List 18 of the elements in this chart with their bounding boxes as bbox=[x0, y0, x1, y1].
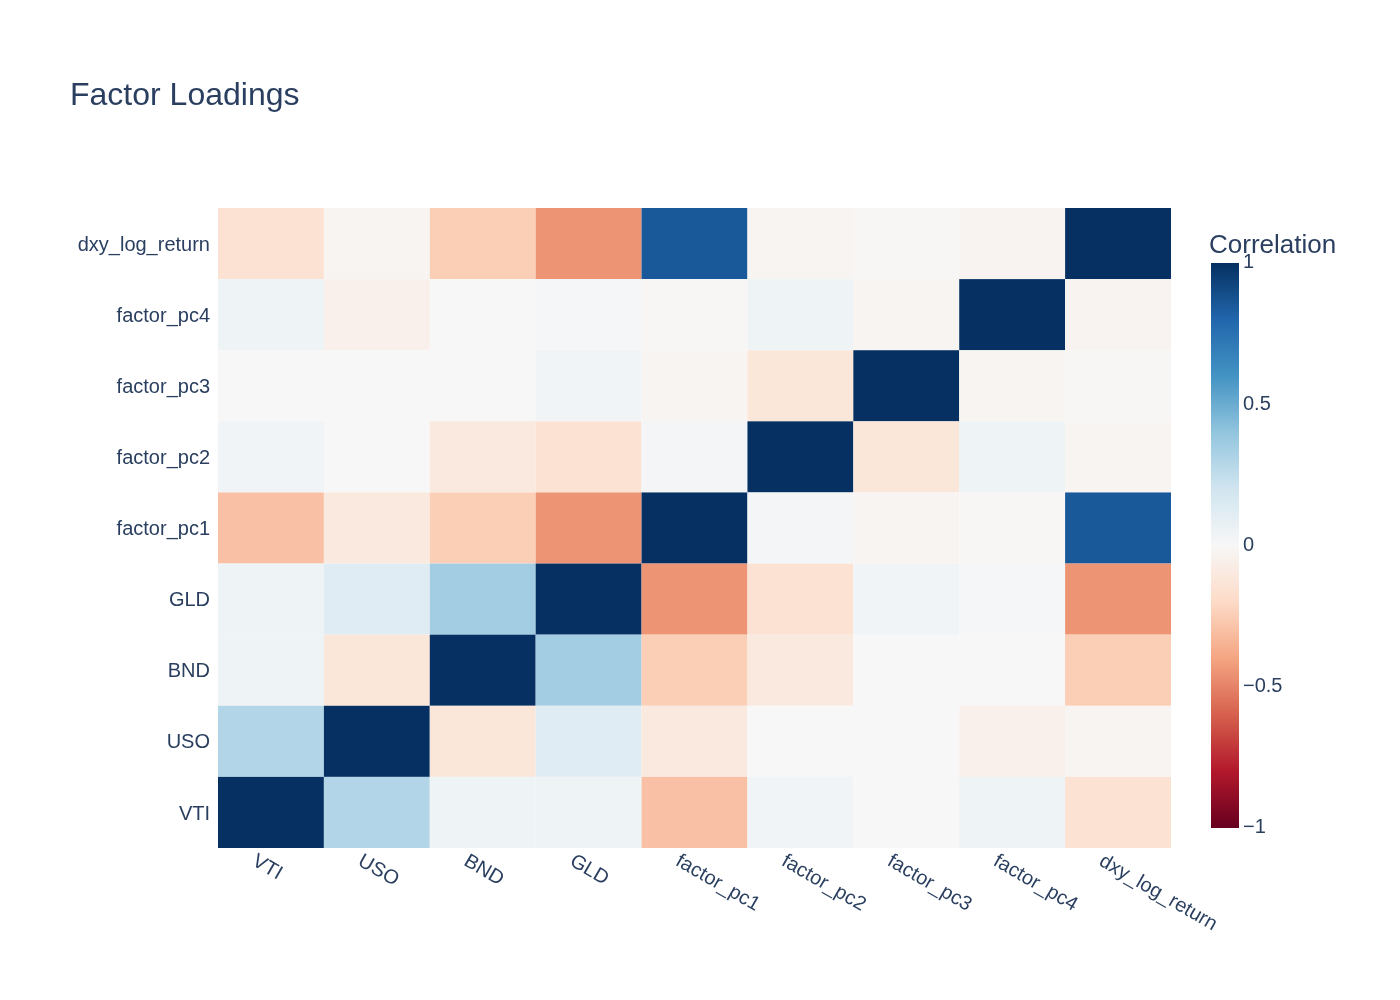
y-tick-label: USO bbox=[166, 730, 210, 753]
x-tick-label: USO bbox=[354, 848, 404, 890]
x-tick-label: VTI bbox=[248, 848, 287, 884]
y-tick-label: factor_pc3 bbox=[116, 374, 210, 398]
y-tick-label: VTI bbox=[178, 801, 210, 824]
y-tick-label: GLD bbox=[168, 588, 210, 611]
x-tick-label: BND bbox=[460, 848, 509, 890]
y-tick-label: dxy_log_return bbox=[77, 232, 210, 256]
chart-title: Factor Loadings bbox=[70, 76, 300, 113]
color-bar-label: 0 bbox=[1243, 532, 1255, 555]
color-bar-label: −0.5 bbox=[1243, 674, 1283, 697]
y-tick-label: factor_pc1 bbox=[116, 517, 210, 541]
y-tick-label: factor_pc2 bbox=[116, 445, 210, 469]
y-tick-label: factor_pc4 bbox=[116, 303, 210, 327]
y-tick-label: BND bbox=[167, 659, 210, 682]
color-bar-label: 0.5 bbox=[1243, 391, 1271, 414]
color-bar-label: −1 bbox=[1243, 815, 1266, 838]
x-tick-label: GLD bbox=[566, 848, 614, 889]
